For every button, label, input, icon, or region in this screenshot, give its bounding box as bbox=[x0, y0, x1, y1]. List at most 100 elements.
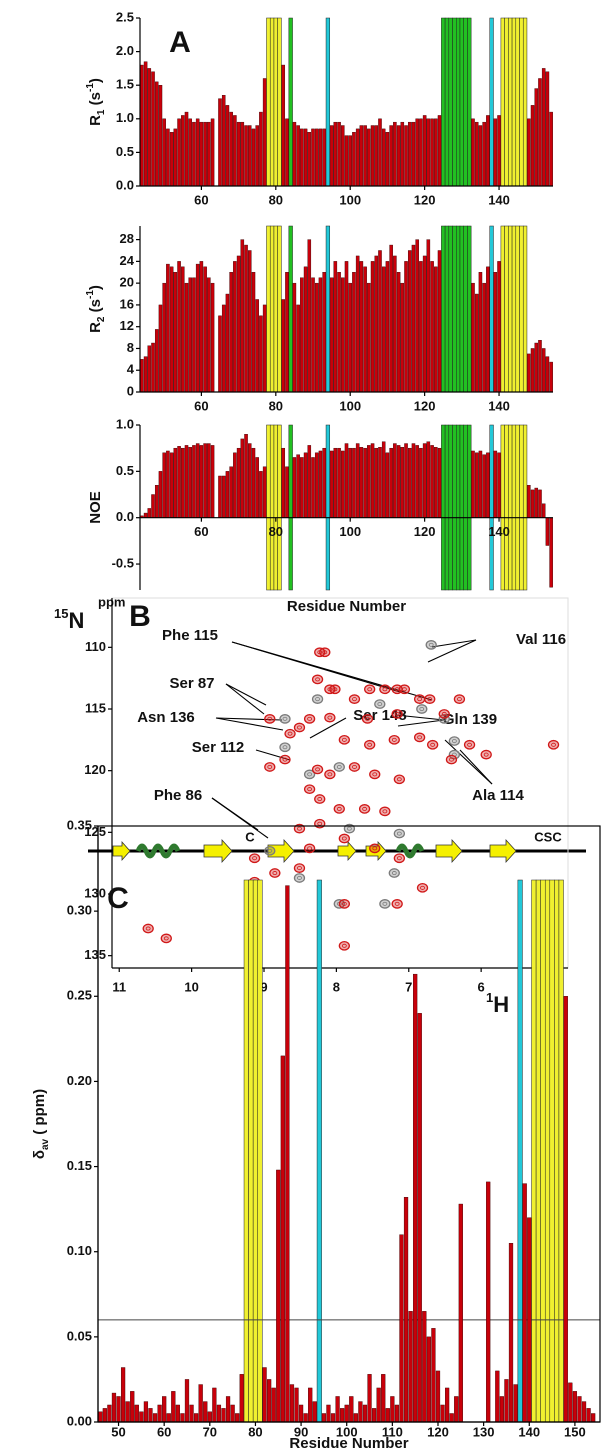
peak-core bbox=[327, 772, 333, 777]
bar bbox=[140, 64, 144, 187]
peak-core bbox=[297, 725, 302, 730]
highlight-band bbox=[459, 225, 464, 393]
bar bbox=[396, 125, 401, 187]
highlight-band bbox=[511, 225, 517, 393]
y-tick-label: 0.25 bbox=[67, 988, 92, 1003]
peak bbox=[333, 762, 345, 772]
peak-core bbox=[297, 866, 302, 871]
peak-core bbox=[322, 650, 328, 655]
x-tick-label: 150 bbox=[564, 1424, 586, 1439]
bar bbox=[236, 447, 241, 518]
bar bbox=[130, 1391, 135, 1423]
bar bbox=[538, 489, 542, 518]
bar bbox=[348, 282, 352, 393]
panel-letter: B bbox=[129, 600, 151, 633]
bar bbox=[389, 125, 393, 187]
bar bbox=[541, 503, 546, 518]
highlight-band bbox=[441, 17, 446, 187]
bar bbox=[281, 64, 286, 187]
bar bbox=[522, 1183, 527, 1423]
x-axis-label: 1H bbox=[486, 990, 509, 1017]
bar bbox=[166, 450, 170, 518]
peak bbox=[364, 739, 376, 750]
bar bbox=[303, 128, 308, 187]
bar bbox=[210, 118, 215, 187]
peak-core bbox=[282, 716, 288, 721]
y-label-part: (s bbox=[87, 92, 104, 110]
bar bbox=[440, 1404, 445, 1423]
peak-core bbox=[362, 806, 368, 811]
peak bbox=[379, 899, 391, 909]
bar bbox=[251, 272, 256, 393]
bar bbox=[337, 121, 341, 187]
y-tick-label: 110 bbox=[85, 639, 106, 654]
highlight-band bbox=[266, 225, 271, 393]
bar bbox=[173, 447, 178, 518]
peak-core bbox=[352, 697, 357, 702]
bar bbox=[281, 447, 286, 518]
y-label-part: δ bbox=[31, 1150, 48, 1159]
bar bbox=[367, 445, 371, 518]
peak bbox=[361, 714, 374, 724]
bar bbox=[171, 1391, 176, 1423]
bar bbox=[413, 973, 418, 1423]
bar bbox=[381, 441, 386, 518]
peak bbox=[393, 828, 406, 839]
highlight-band bbox=[489, 225, 494, 393]
bar bbox=[393, 443, 397, 518]
x-axis-label: Residue Number bbox=[289, 1435, 408, 1451]
highlight-band bbox=[463, 17, 468, 187]
bar bbox=[527, 485, 531, 518]
bar bbox=[322, 272, 326, 393]
bar bbox=[152, 1413, 158, 1423]
bar bbox=[390, 1396, 395, 1423]
bar bbox=[154, 485, 159, 518]
bar bbox=[419, 261, 423, 393]
peak bbox=[293, 722, 306, 733]
peak-core bbox=[347, 826, 352, 831]
bar bbox=[303, 266, 308, 393]
bar bbox=[292, 121, 297, 187]
peak-core bbox=[252, 856, 257, 861]
x-tick-label: 70 bbox=[203, 1424, 217, 1439]
peak bbox=[391, 899, 403, 909]
bar bbox=[437, 115, 442, 187]
bar bbox=[267, 1379, 272, 1423]
bar bbox=[340, 1408, 345, 1423]
peak bbox=[303, 784, 316, 795]
x-tick-label: 60 bbox=[194, 192, 208, 207]
bar bbox=[549, 361, 553, 393]
bar bbox=[549, 111, 553, 187]
highlight-band bbox=[316, 879, 322, 1423]
bar bbox=[449, 1413, 454, 1423]
highlight-band bbox=[448, 225, 453, 393]
bar bbox=[493, 272, 498, 393]
y-tick-label: 125 bbox=[84, 824, 106, 839]
highlight-band bbox=[269, 225, 275, 393]
x-tick-label: 80 bbox=[248, 1424, 262, 1439]
peak bbox=[311, 694, 324, 704]
bar bbox=[426, 1336, 431, 1423]
bar bbox=[169, 132, 174, 187]
bar bbox=[426, 441, 431, 518]
peak-core bbox=[282, 757, 288, 762]
highlight-band bbox=[489, 17, 494, 187]
peak-core bbox=[336, 806, 342, 811]
bar bbox=[189, 1404, 194, 1423]
bar bbox=[120, 1367, 126, 1423]
bar bbox=[400, 282, 405, 393]
bar bbox=[300, 128, 304, 187]
peak-core bbox=[457, 697, 462, 702]
y-tick-label: 1.0 bbox=[116, 110, 134, 125]
peak-core bbox=[365, 716, 370, 721]
peak-core bbox=[163, 936, 169, 941]
y-tick-label: 115 bbox=[85, 700, 106, 715]
peak bbox=[480, 749, 492, 760]
peak bbox=[448, 736, 461, 746]
bar bbox=[181, 447, 185, 518]
y-label-part: (s bbox=[87, 299, 104, 317]
y-label-part: ) bbox=[87, 285, 104, 290]
peak-core bbox=[267, 716, 273, 721]
bar bbox=[195, 443, 200, 518]
peak bbox=[379, 806, 391, 817]
